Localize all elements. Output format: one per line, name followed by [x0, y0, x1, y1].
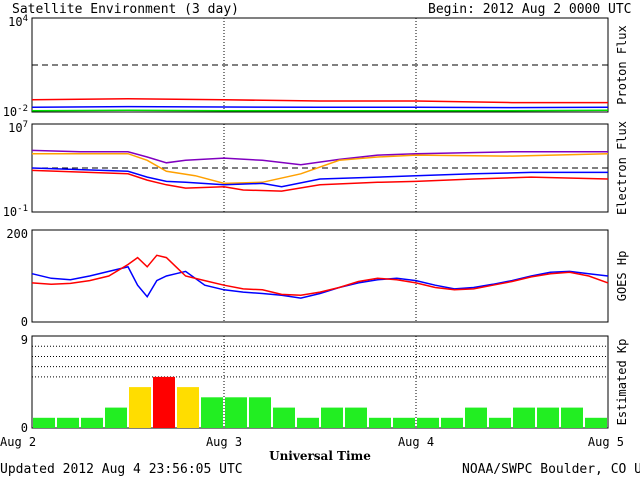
kp-bar [297, 417, 319, 428]
kp-bar [489, 417, 511, 428]
kp-bar [561, 407, 583, 428]
y-tick-label: 104 [8, 14, 28, 29]
kp-bar [201, 397, 223, 428]
series-line-blue [31, 105, 609, 109]
y-tick-label: 200 [6, 227, 28, 241]
x-tick-label: Aug 5 [588, 435, 624, 449]
x-tick-label: Aug 4 [398, 435, 434, 449]
noaa-credit: NOAA/SWPC Boulder, CO USA [462, 462, 640, 477]
panel-frame [31, 123, 609, 213]
series-line-red [31, 98, 608, 104]
begin-time: Begin: 2012 Aug 2 0000 UTC [428, 2, 632, 17]
kp-bar [105, 407, 127, 428]
y-tick-label: 10-1 [3, 204, 28, 219]
kp-bar [513, 407, 535, 428]
x-axis-title: Universal Time [269, 449, 371, 463]
kp-bar [153, 376, 175, 428]
series-line-red [31, 254, 609, 297]
series-line-orange [32, 152, 609, 185]
panel-frame [31, 229, 609, 323]
series-line-red [31, 169, 609, 192]
kp-bar [417, 417, 439, 428]
kp-bar [585, 417, 607, 428]
kp-bar [465, 407, 487, 428]
kp-bar [177, 387, 199, 428]
y-axis-label: Proton Flux [615, 25, 629, 104]
x-tick-label: Aug 2 [0, 435, 36, 449]
y-tick-label: 9 [21, 333, 28, 347]
series-line-blue [31, 265, 609, 299]
y-tick-label: 10-2 [3, 104, 28, 119]
kp-bar [249, 397, 271, 428]
kp-bar [33, 417, 55, 428]
kp-bar [273, 407, 295, 428]
y-axis-label: Electron Flux [615, 121, 629, 215]
y-tick-label: 0 [21, 315, 28, 329]
panel-frame [31, 17, 609, 113]
kp-bar [225, 397, 247, 428]
kp-bar [537, 407, 559, 428]
kp-bar [345, 407, 367, 428]
y-axis-label: Estimated Kp [615, 339, 629, 426]
kp-bar [441, 417, 463, 428]
y-tick-label: 107 [8, 120, 28, 135]
kp-bar [129, 387, 151, 428]
series-line-blue [31, 167, 608, 188]
kp-bar [369, 417, 391, 428]
series-line-purple [31, 149, 608, 166]
series-line-green [31, 109, 609, 112]
updated-timestamp: Updated 2012 Aug 4 23:56:05 UTC [0, 462, 243, 477]
kp-bar [57, 417, 79, 428]
kp-bar [321, 407, 343, 428]
chart-title: Satellite Environment (3 day) [12, 2, 239, 17]
y-tick-label: 0 [21, 421, 28, 435]
kp-bar [393, 417, 415, 428]
y-axis-label: GOES Hp [615, 251, 629, 302]
x-tick-label: Aug 3 [206, 435, 242, 449]
kp-bar [81, 417, 103, 428]
